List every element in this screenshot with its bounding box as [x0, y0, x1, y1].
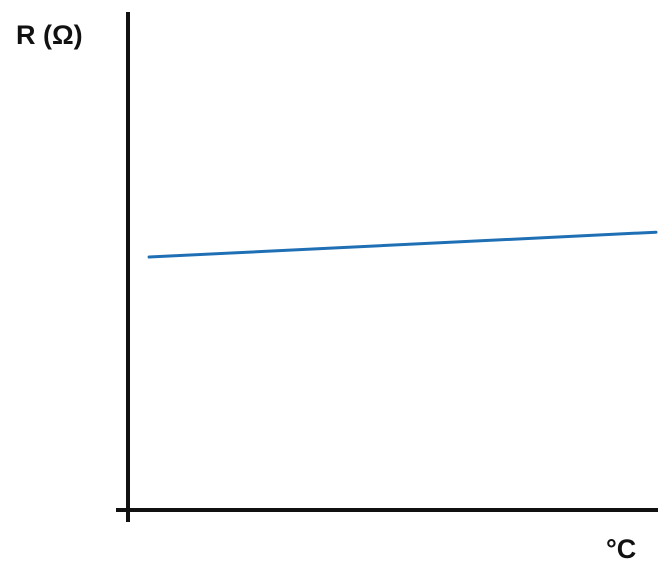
plot-area: [147, 230, 658, 259]
x-axis-label: °C: [606, 534, 636, 564]
y-axis-label: R (Ω): [16, 20, 83, 50]
series-line-0: [147, 230, 658, 259]
axes: [116, 12, 658, 522]
